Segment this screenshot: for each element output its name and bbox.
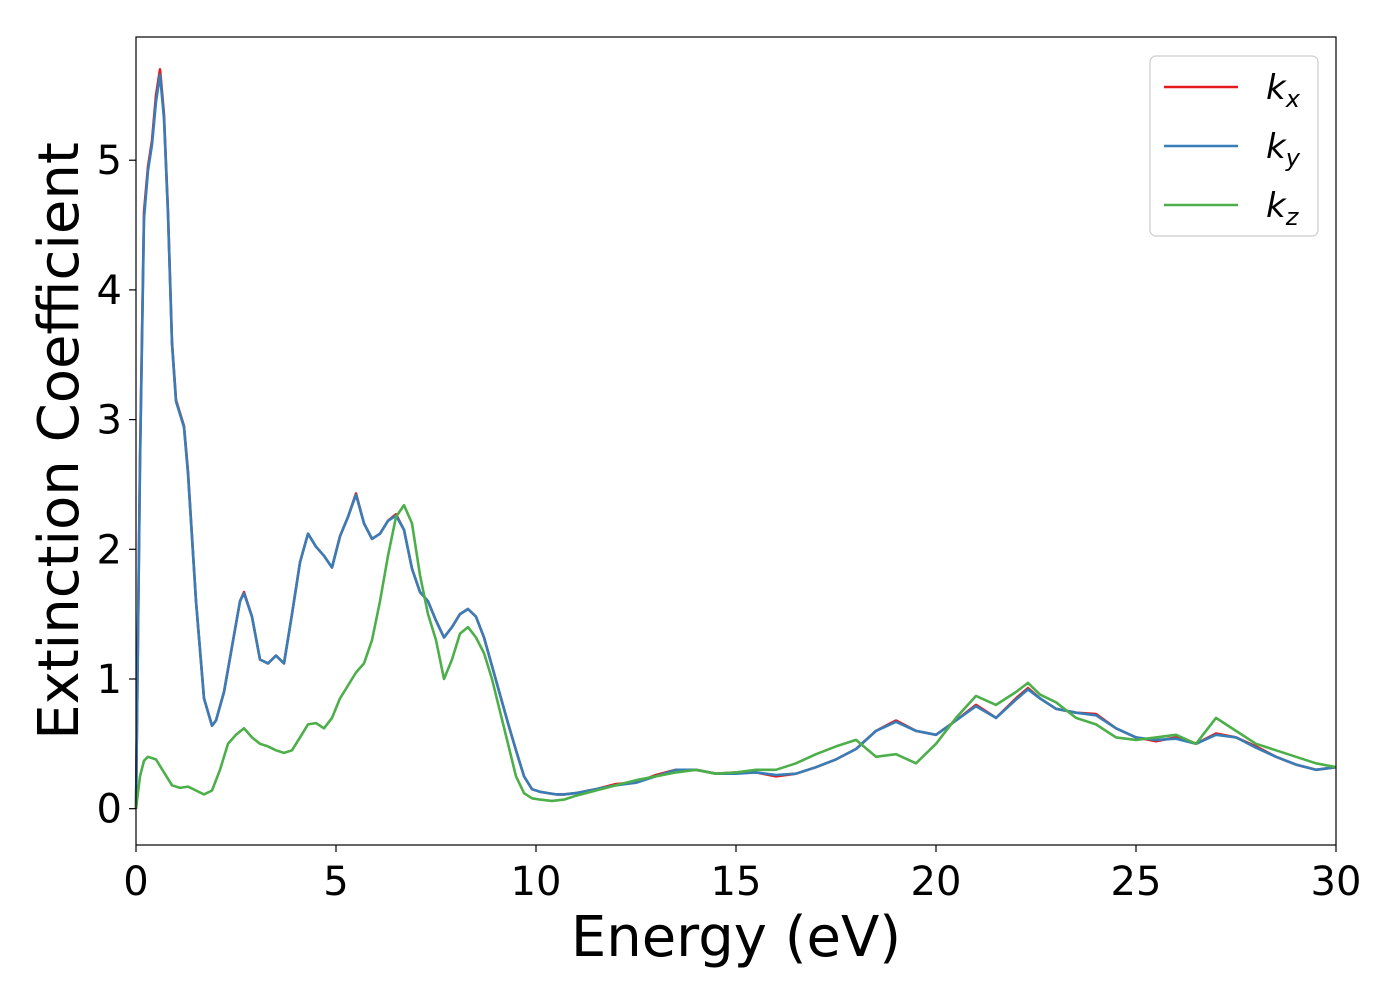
x-tick-label: 5 <box>323 859 348 905</box>
x-tick-label: 25 <box>1111 859 1162 905</box>
legend-label-ky: ky <box>1266 127 1301 172</box>
y-axis-title: Extinction Coefficient <box>27 142 92 740</box>
y-tick-label: 5 <box>97 138 122 184</box>
legend-label-subscript: y <box>1285 144 1301 172</box>
y-axis: 0 1 2 3 4 5 <box>97 138 136 833</box>
x-axis-title: Energy (eV) <box>571 905 901 970</box>
series-layer <box>134 68 1337 809</box>
y-tick-label: 0 <box>97 787 122 833</box>
x-tick-label: 30 <box>1311 859 1362 905</box>
y-tick-label: 2 <box>97 527 122 573</box>
legend-label-main: k <box>1266 127 1287 167</box>
y-tick-label: 4 <box>97 268 122 314</box>
legend-label-subscript: z <box>1285 203 1300 231</box>
legend-label-kz: kz <box>1266 186 1300 231</box>
x-axis: 0 5 10 15 20 25 30 <box>123 845 1361 905</box>
y-tick-label: 3 <box>97 398 122 444</box>
x-tick-label: 10 <box>511 859 562 905</box>
y-tick-label: 1 <box>97 657 122 703</box>
legend-label-subscript: x <box>1285 85 1301 113</box>
x-tick-label: 20 <box>911 859 962 905</box>
x-tick-label: 0 <box>123 859 148 905</box>
series-line-kz <box>134 503 1337 809</box>
x-tick-label: 15 <box>711 859 762 905</box>
legend-label-main: k <box>1266 68 1287 108</box>
legend-label-kx: kx <box>1266 68 1301 113</box>
series-line-ky <box>134 73 1337 809</box>
legend-label-main: k <box>1266 186 1287 226</box>
